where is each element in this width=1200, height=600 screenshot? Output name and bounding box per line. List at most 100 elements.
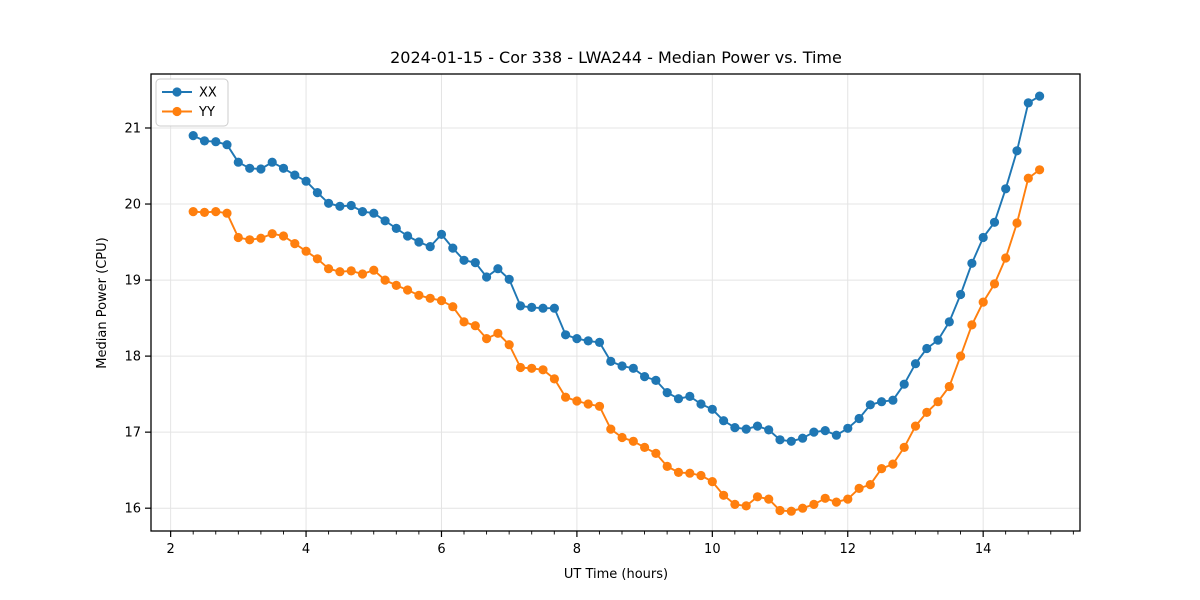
data-point — [380, 275, 390, 285]
data-point — [798, 433, 808, 443]
data-point — [685, 391, 695, 401]
data-point — [944, 317, 954, 327]
data-point — [436, 229, 447, 239]
series-yy — [188, 165, 1045, 516]
data-point — [798, 503, 808, 513]
data-point — [403, 231, 413, 241]
data-point — [425, 242, 435, 252]
y-tick-label: 20 — [124, 198, 141, 213]
data-point — [865, 400, 875, 410]
data-point — [425, 293, 435, 303]
data-point — [922, 407, 932, 417]
data-point — [978, 232, 988, 243]
data-point — [877, 397, 887, 407]
data-point — [233, 232, 243, 243]
data-point — [527, 302, 537, 312]
data-point — [369, 208, 379, 218]
legend-box — [155, 78, 229, 127]
data-point — [470, 321, 480, 331]
data-point — [515, 362, 526, 373]
data-point — [436, 296, 447, 306]
data-point — [617, 361, 627, 371]
data-point — [1023, 173, 1033, 183]
data-point — [515, 301, 526, 311]
data-point — [843, 423, 853, 433]
data-point — [707, 404, 717, 414]
data-point — [459, 255, 469, 265]
data-point — [470, 258, 480, 268]
data-point — [199, 207, 210, 217]
data-point — [854, 413, 864, 424]
data-point — [933, 397, 943, 407]
data-point — [459, 317, 469, 327]
data-point — [910, 359, 921, 369]
data-point — [267, 229, 277, 239]
data-point — [831, 430, 842, 440]
data-point — [211, 137, 221, 147]
data-point — [888, 459, 898, 469]
data-point — [956, 289, 966, 300]
data-point — [1001, 253, 1011, 263]
data-point — [809, 499, 819, 509]
data-point — [606, 424, 616, 434]
y-tick-label: 18 — [124, 350, 141, 365]
data-point — [877, 464, 887, 474]
y-tick-label: 21 — [124, 121, 141, 136]
data-point — [346, 266, 356, 276]
data-point — [278, 163, 289, 173]
data-point — [369, 265, 379, 275]
data-point — [1012, 218, 1022, 228]
axis-ticks: 2 4 6 8 10 12 14 16 17 18 19 20 21 — [124, 121, 1074, 557]
data-point — [786, 506, 796, 516]
y-axis-label: Median Power (CPU) — [95, 237, 110, 368]
data-point — [1001, 184, 1011, 194]
x-tick-label: 8 — [573, 542, 581, 557]
data-point — [493, 264, 503, 274]
data-point — [752, 492, 763, 502]
data-point — [752, 421, 763, 431]
data-point — [1012, 146, 1022, 156]
data-point — [335, 267, 345, 277]
data-point — [572, 334, 582, 344]
data-point — [786, 436, 796, 446]
data-point — [888, 395, 898, 405]
data-point — [1035, 165, 1045, 175]
data-point — [448, 302, 458, 312]
data-point — [764, 494, 774, 504]
data-point — [391, 223, 401, 233]
data-point — [865, 480, 875, 490]
data-point — [448, 243, 458, 253]
data-point — [775, 435, 785, 445]
data-point — [278, 231, 289, 241]
data-point — [493, 328, 503, 338]
series-yy-line — [193, 169, 1041, 513]
data-point — [922, 343, 932, 354]
data-point — [403, 285, 413, 295]
data-point — [335, 201, 345, 211]
data-point — [899, 379, 909, 389]
data-point — [222, 208, 232, 218]
data-point — [606, 356, 616, 366]
data-point — [301, 246, 311, 256]
data-point — [357, 269, 368, 279]
data-point — [583, 336, 593, 346]
data-point — [944, 381, 954, 392]
data-point — [245, 163, 255, 173]
data-point — [910, 421, 921, 431]
data-point — [572, 396, 582, 406]
data-point — [673, 467, 684, 477]
data-point — [730, 499, 740, 509]
data-point — [211, 207, 221, 217]
data-point — [527, 363, 537, 373]
data-point — [538, 365, 548, 375]
data-point — [504, 340, 514, 350]
data-point — [188, 207, 198, 217]
data-point — [188, 131, 198, 141]
data-point — [628, 436, 638, 446]
data-point — [662, 461, 672, 471]
data-point — [301, 176, 311, 186]
data-point — [357, 207, 368, 217]
data-point — [967, 258, 977, 268]
data-point — [956, 351, 966, 361]
